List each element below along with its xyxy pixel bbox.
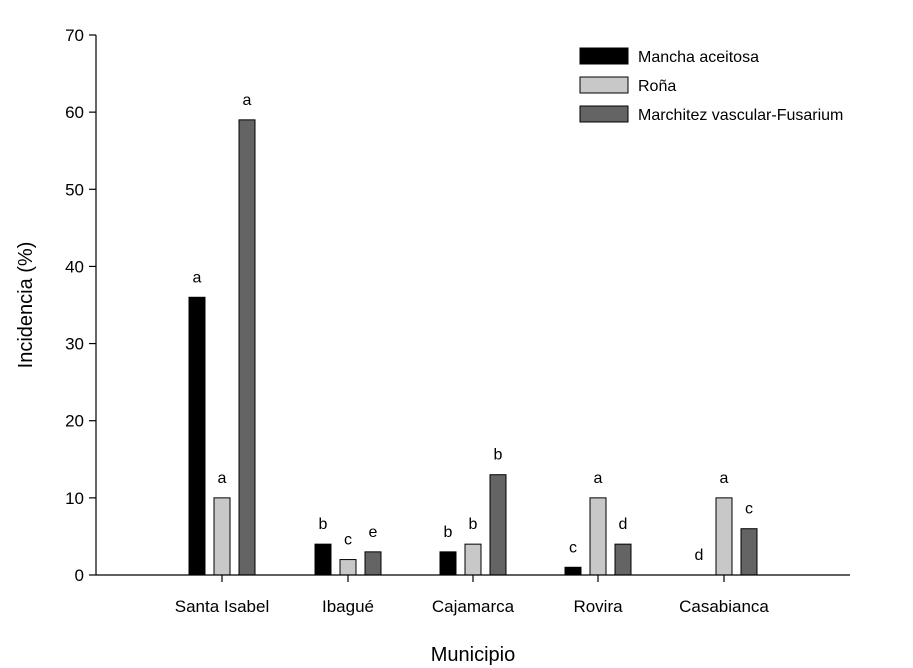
legend-label: Roña bbox=[638, 78, 676, 95]
x-axis-title: Municipio bbox=[431, 644, 515, 666]
bar-significance-label: d bbox=[619, 516, 628, 533]
x-tick-label: Cajamarca bbox=[432, 597, 515, 616]
bars bbox=[188, 119, 758, 576]
x-tick-label: Rovira bbox=[573, 597, 623, 616]
bar-significance-label: a bbox=[594, 470, 603, 487]
bar bbox=[339, 559, 357, 576]
legend-label: Marchitez vascular-Fusarium bbox=[638, 107, 843, 124]
x-axis-ticks: Santa Isabel Ibagué Cajamarca Rovira Casabia… bbox=[175, 575, 769, 616]
x-tick-label: Santa Isabel bbox=[175, 597, 270, 616]
bar-significance-label: b bbox=[319, 516, 328, 533]
legend: Mancha aceitosa Roña Marchitez vascular-Fu… bbox=[579, 47, 843, 124]
y-tick-label: 40 bbox=[65, 257, 84, 276]
bar-significance-label: e bbox=[369, 524, 378, 541]
bar-significance-label: c bbox=[569, 539, 577, 556]
x-tick-label: Casabianca bbox=[679, 597, 769, 616]
y-tick-label: 10 bbox=[65, 489, 84, 508]
bar bbox=[439, 551, 457, 576]
x-tick-label: Ibagué bbox=[322, 597, 374, 616]
bar-significance-label: a bbox=[193, 269, 202, 286]
bar-significance-label: c bbox=[344, 532, 352, 549]
legend-swatch bbox=[579, 76, 629, 94]
y-tick-label: 50 bbox=[65, 180, 84, 199]
y-axis-ticks: 0 10 20 30 40 50 60 70 bbox=[65, 26, 96, 585]
bar bbox=[740, 528, 758, 576]
y-tick-label: 60 bbox=[65, 103, 84, 122]
y-tick-label: 20 bbox=[65, 412, 84, 431]
y-tick-label: 30 bbox=[65, 335, 84, 354]
bar bbox=[614, 543, 632, 576]
bar bbox=[715, 497, 733, 576]
bar bbox=[489, 474, 507, 576]
bar-significance-label: b bbox=[494, 447, 503, 464]
legend-label: Mancha aceitosa bbox=[638, 49, 759, 66]
bar bbox=[213, 497, 231, 576]
bar bbox=[238, 119, 256, 576]
bar bbox=[314, 543, 332, 576]
bar-significance-label: b bbox=[469, 516, 478, 533]
bar-significance-label: a bbox=[720, 470, 729, 487]
bar bbox=[564, 566, 582, 576]
y-axis-title: Incidencia (%) bbox=[15, 242, 37, 369]
bar-significance-label: b bbox=[444, 524, 453, 541]
bar-significance-label: d bbox=[695, 547, 704, 564]
bar bbox=[364, 551, 382, 576]
bar bbox=[464, 543, 482, 576]
legend-swatch bbox=[579, 47, 629, 65]
legend-swatch bbox=[579, 105, 629, 123]
bar bbox=[188, 296, 206, 576]
bar-significance-label: a bbox=[243, 92, 252, 109]
y-tick-label: 0 bbox=[75, 566, 84, 585]
y-tick-label: 70 bbox=[65, 26, 84, 45]
bar-significance-label: c bbox=[745, 501, 753, 518]
bar bbox=[589, 497, 607, 576]
bar-significance-label: a bbox=[218, 470, 227, 487]
